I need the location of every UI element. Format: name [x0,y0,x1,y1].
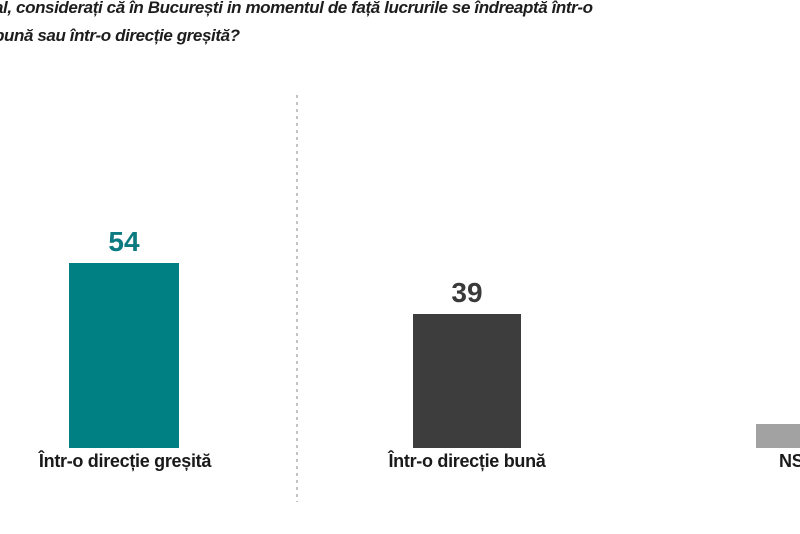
question-line-1: al, considerați că în București in momen… [0,0,593,17]
bar-ns [756,424,800,448]
question-title: al, considerați că în București in momen… [0,0,800,50]
bar-value-gresita: 54 [108,226,140,257]
bar-label-gresita: Într-o direcție greșită [38,451,212,471]
bar-label-buna: Într-o direcție bună [388,451,546,471]
dashed-divider-line [296,95,298,502]
bar-label-ns: NS [779,451,800,471]
bar-buna [413,314,521,448]
bar-value-buna: 39 [451,277,483,308]
bar-gresita [69,263,179,448]
question-line-2: bună sau într-o direcție greșită? [0,26,240,45]
